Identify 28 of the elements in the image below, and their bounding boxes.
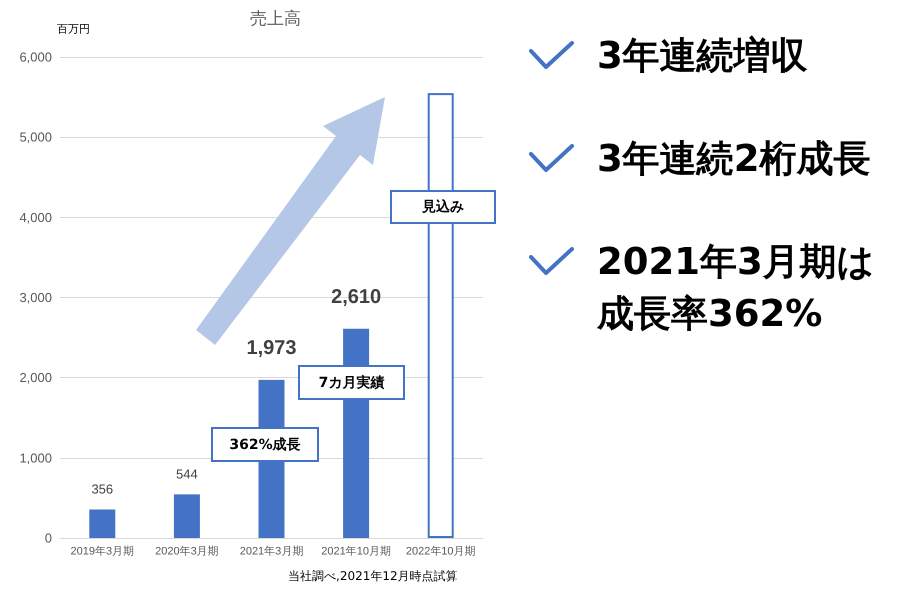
text: 成長率362% — [597, 291, 822, 337]
x-tick-label: 2019年3月期 — [70, 546, 134, 558]
text: 当社調べ,2021年12月時点試算 — [288, 568, 458, 585]
text: 3年連続2桁成長 — [597, 136, 870, 182]
y-axis-title: 百万円 — [57, 24, 90, 36]
x-tick-label: 2021年10月期 — [321, 546, 391, 558]
y-tick-label: 5,000 — [19, 130, 52, 145]
data-label: 356 — [91, 481, 114, 496]
data-label: 2,610 — [331, 286, 382, 308]
y-tick-label: 0 — [44, 530, 52, 546]
x-tick-label: 2021年3月期 — [240, 546, 304, 558]
callout-box: 362%成長 — [211, 427, 319, 462]
text: 2021年3月期は — [597, 239, 875, 285]
data-label: 1,973 — [246, 336, 297, 359]
data-label: 544 — [176, 466, 198, 482]
y-tick-label: 2,000 — [19, 370, 52, 386]
callout-box: 見込み — [390, 190, 496, 224]
chart-title: 売上高 — [250, 9, 301, 28]
y-tick-label: 6,000 — [19, 50, 52, 64]
text: 3年連続増収 — [597, 33, 808, 79]
x-tick-label: 2022年10月期 — [406, 546, 476, 558]
bar — [174, 494, 200, 538]
y-tick-label: 3,000 — [19, 290, 52, 305]
y-tick-label: 1,000 — [19, 450, 52, 466]
y-tick-label: 4,000 — [19, 210, 52, 225]
bar — [89, 509, 116, 538]
x-tick-label: 2020年3月期 — [155, 546, 219, 558]
callout-box: 7カ月実績 — [298, 365, 405, 400]
